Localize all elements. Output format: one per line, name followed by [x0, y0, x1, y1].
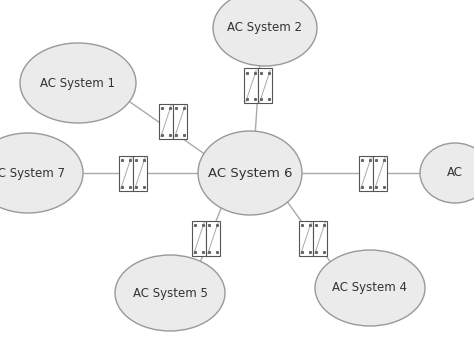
Bar [173, 103, 187, 139]
Bar [119, 155, 133, 191]
Bar [159, 103, 173, 139]
Bar [192, 220, 206, 256]
Bar [313, 220, 327, 256]
Text: AC System 7: AC System 7 [0, 167, 65, 179]
Bar [299, 220, 313, 256]
Ellipse shape [115, 255, 225, 331]
Bar [244, 69, 258, 103]
Ellipse shape [213, 0, 317, 66]
Text: AC: AC [447, 167, 463, 179]
Bar [206, 220, 220, 256]
Text: AC System 1: AC System 1 [40, 76, 116, 90]
Ellipse shape [20, 43, 136, 123]
Bar [258, 69, 272, 103]
Text: AC System 6: AC System 6 [208, 167, 292, 179]
Ellipse shape [0, 133, 83, 213]
Bar [359, 155, 373, 191]
Ellipse shape [420, 143, 474, 203]
Text: AC System 5: AC System 5 [133, 287, 208, 299]
Ellipse shape [315, 250, 425, 326]
Text: AC System 4: AC System 4 [332, 282, 408, 294]
Text: AC System 2: AC System 2 [228, 22, 302, 34]
Bar [373, 155, 387, 191]
Bar [133, 155, 147, 191]
Ellipse shape [198, 131, 302, 215]
